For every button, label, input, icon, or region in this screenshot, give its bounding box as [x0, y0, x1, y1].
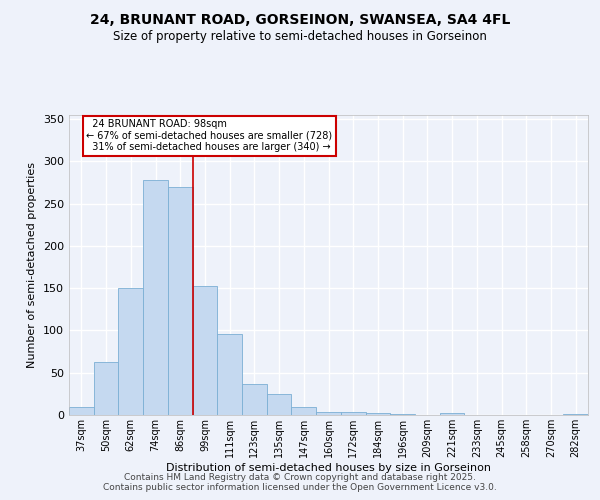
Text: Contains public sector information licensed under the Open Government Licence v3: Contains public sector information licen… — [103, 484, 497, 492]
Text: Size of property relative to semi-detached houses in Gorseinon: Size of property relative to semi-detach… — [113, 30, 487, 43]
Text: 24 BRUNANT ROAD: 98sqm
← 67% of semi-detached houses are smaller (728)
  31% of : 24 BRUNANT ROAD: 98sqm ← 67% of semi-det… — [86, 119, 332, 152]
Bar — [316, 412, 341, 415]
Bar — [143, 180, 168, 415]
X-axis label: Distribution of semi-detached houses by size in Gorseinon: Distribution of semi-detached houses by … — [166, 462, 491, 472]
Bar — [193, 286, 217, 415]
Y-axis label: Number of semi-detached properties: Number of semi-detached properties — [28, 162, 37, 368]
Bar — [69, 406, 94, 415]
Bar — [563, 414, 588, 415]
Bar — [217, 334, 242, 415]
Bar — [168, 187, 193, 415]
Text: Contains HM Land Registry data © Crown copyright and database right 2025.: Contains HM Land Registry data © Crown c… — [124, 472, 476, 482]
Bar — [94, 362, 118, 415]
Bar — [118, 288, 143, 415]
Bar — [242, 384, 267, 415]
Bar — [365, 414, 390, 415]
Text: 24, BRUNANT ROAD, GORSEINON, SWANSEA, SA4 4FL: 24, BRUNANT ROAD, GORSEINON, SWANSEA, SA… — [90, 12, 510, 26]
Bar — [341, 412, 365, 415]
Bar — [267, 394, 292, 415]
Bar — [292, 408, 316, 415]
Bar — [390, 414, 415, 415]
Bar — [440, 414, 464, 415]
